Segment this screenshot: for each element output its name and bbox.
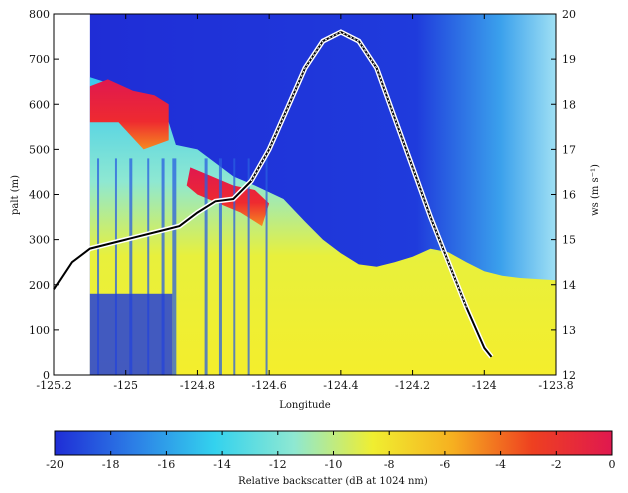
gap-streak <box>204 158 208 375</box>
gap-streak <box>97 158 100 375</box>
y-right-tick-label: 20 <box>562 8 576 21</box>
gap-streak <box>265 158 268 375</box>
y-left-tick-label: 800 <box>29 8 50 21</box>
x-tick-label: -124.2 <box>395 379 430 392</box>
y-axis-right-label: ws (m s⁻¹) <box>590 164 601 216</box>
low-dark-region <box>89 293 173 375</box>
x-tick-label: -124.4 <box>323 379 358 392</box>
ws-line-highlight <box>250 31 467 308</box>
backscatter-heatmap <box>89 14 556 375</box>
colorbar-tick-label: -20 <box>46 458 64 471</box>
y-right-tick-label: 12 <box>562 369 576 382</box>
gap-streak <box>233 158 236 375</box>
colorbar-ticks: -20 -18 -16 -14 -12 -10 -8 -6 -4 -2 0 <box>46 431 616 471</box>
aerosol-patch-1 <box>89 79 169 150</box>
colorbar-tick-label: -16 <box>158 458 176 471</box>
gap-streak <box>218 158 222 375</box>
colorbar-tick-label: -8 <box>384 458 395 471</box>
colorbar-tick-label: -18 <box>102 458 120 471</box>
x-tick-label: -123.8 <box>538 379 573 392</box>
x-tick-label: -125.2 <box>36 379 71 392</box>
gap-streak <box>247 158 250 375</box>
colorbar-tick-label: -6 <box>440 458 451 471</box>
y-right-tick-label: 17 <box>562 143 576 156</box>
y-axis-left-ticks: 0 100 200 300 400 500 600 700 800 <box>29 8 59 382</box>
x-tick-label: -124.6 <box>252 379 287 392</box>
y-axis-left-label: palt (m) <box>10 175 21 215</box>
colorbar-tick-label: -10 <box>325 458 343 471</box>
y-left-tick-label: 300 <box>29 234 50 247</box>
gap-streak <box>172 158 177 375</box>
y-left-tick-label: 400 <box>29 189 50 202</box>
y-left-tick-label: 100 <box>29 324 50 337</box>
colorbar-tick-label: -12 <box>269 458 287 471</box>
y-right-tick-label: 18 <box>562 98 576 111</box>
y-left-tick-label: 200 <box>29 279 50 292</box>
y-right-tick-label: 13 <box>562 324 576 337</box>
y-right-tick-label: 16 <box>562 189 576 202</box>
y-left-tick-label: 0 <box>43 369 50 382</box>
colorbar-tick-label: 0 <box>609 458 616 471</box>
x-axis-ticks: -125.2 -125 -124.8 -124.6 -124.4 -124.2 -124 -1… <box>36 14 574 392</box>
y-left-tick-label: 500 <box>29 143 50 156</box>
y-left-tick-label: 700 <box>29 53 50 66</box>
x-axis-label: Longitude <box>279 400 331 411</box>
colorbar-label: Relative backscatter (dB at 1024 nm) <box>238 476 428 487</box>
y-right-tick-label: 15 <box>562 234 576 247</box>
y-right-tick-label: 19 <box>562 53 576 66</box>
gap-streak <box>129 158 133 375</box>
colorbar-tick-label: -4 <box>495 458 506 471</box>
gap-streak <box>114 158 117 375</box>
x-tick-label: -124 <box>472 379 497 392</box>
colorbar-tick-label: -14 <box>213 458 231 471</box>
colorbar-tick-label: -2 <box>551 458 562 471</box>
y-left-tick-label: 600 <box>29 98 50 111</box>
x-tick-label: -125 <box>113 379 138 392</box>
y-right-tick-label: 14 <box>562 279 576 292</box>
gap-streak <box>147 158 150 375</box>
gap-streak <box>161 158 165 375</box>
x-tick-label: -124.8 <box>180 379 215 392</box>
y-axis-right-ticks: 12 13 14 15 16 17 18 19 20 <box>551 8 576 382</box>
